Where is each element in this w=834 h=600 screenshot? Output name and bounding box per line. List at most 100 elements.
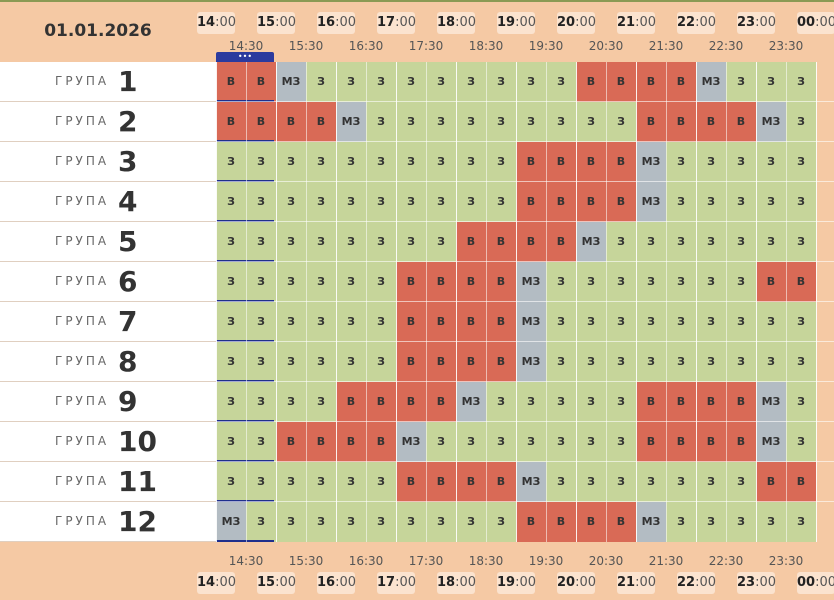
slot-cell[interactable]: З	[756, 182, 786, 222]
slot-cell[interactable]: З	[396, 142, 426, 182]
slot-cell[interactable]: З	[696, 302, 726, 342]
slot-cell[interactable]: З	[216, 462, 246, 502]
slot-cell[interactable]: З	[546, 102, 576, 142]
slot-cell[interactable]: З	[546, 62, 576, 102]
slot-cell[interactable]: З	[306, 262, 336, 302]
slot-cell[interactable]: З	[246, 502, 276, 542]
slot-cell[interactable]: З	[786, 222, 816, 262]
slot-cell[interactable]: В	[546, 222, 576, 262]
slot-cell[interactable]: З	[516, 102, 546, 142]
slot-cell[interactable]: В	[546, 502, 576, 542]
slot-cell[interactable]: МЗ	[636, 502, 666, 542]
slot-cell[interactable]: В	[576, 142, 606, 182]
slot-cell[interactable]: З	[666, 262, 696, 302]
slot-cell[interactable]: З	[246, 262, 276, 302]
slot-cell[interactable]: В	[306, 422, 336, 462]
slot-cell[interactable]: З	[666, 142, 696, 182]
slot-cell[interactable]: В	[636, 62, 666, 102]
slot-cell[interactable]: МЗ	[456, 382, 486, 422]
slot-cell[interactable]: В	[396, 342, 426, 382]
slot-cell[interactable]: З	[336, 142, 366, 182]
slot-cell[interactable]: В	[666, 102, 696, 142]
slot-cell[interactable]: З	[756, 342, 786, 382]
slot-cell[interactable]: З	[276, 262, 306, 302]
slot-cell[interactable]: В	[426, 262, 456, 302]
slot-cell[interactable]: В	[276, 102, 306, 142]
slot-cell[interactable]: В	[696, 422, 726, 462]
slot-cell[interactable]: В	[606, 502, 636, 542]
slot-cell[interactable]: З	[456, 422, 486, 462]
slot-cell[interactable]: З	[426, 422, 456, 462]
slot-cell[interactable]: З	[516, 422, 546, 462]
slot-cell[interactable]: З	[726, 342, 756, 382]
slot-cell[interactable]: З	[726, 502, 756, 542]
slot-cell[interactable]: З	[606, 222, 636, 262]
slot-cell[interactable]: З	[606, 342, 636, 382]
slot-cell[interactable]: З	[606, 422, 636, 462]
slot-cell[interactable]: З	[696, 222, 726, 262]
slot-cell[interactable]: В	[546, 142, 576, 182]
slot-cell[interactable]: З	[426, 502, 456, 542]
slot-cell[interactable]: МЗ	[516, 262, 546, 302]
slot-cell[interactable]: З	[336, 462, 366, 502]
slot-cell[interactable]: МЗ	[516, 302, 546, 342]
slot-cell[interactable]: З	[276, 342, 306, 382]
slot-cell[interactable]: З	[576, 422, 606, 462]
slot-cell[interactable]: З	[306, 342, 336, 382]
slot-cell[interactable]: В	[726, 422, 756, 462]
slot-cell[interactable]: З	[486, 142, 516, 182]
slot-cell[interactable]: З	[696, 182, 726, 222]
slot-cell[interactable]: З	[726, 302, 756, 342]
slot-cell[interactable]: МЗ	[516, 462, 546, 502]
slot-cell[interactable]: З	[276, 382, 306, 422]
slot-cell[interactable]: З	[606, 102, 636, 142]
slot-cell[interactable]: З	[426, 142, 456, 182]
slot-cell[interactable]: МЗ	[576, 222, 606, 262]
slot-cell[interactable]: З	[546, 262, 576, 302]
slot-cell[interactable]: З	[366, 502, 396, 542]
slot-cell[interactable]: З	[756, 142, 786, 182]
slot-cell[interactable]: З	[246, 382, 276, 422]
slot-cell[interactable]: З	[336, 222, 366, 262]
slot-cell[interactable]: В	[786, 262, 816, 302]
slot-cell[interactable]: З	[666, 222, 696, 262]
slot-cell[interactable]: В	[246, 102, 276, 142]
slot-cell[interactable]: З	[336, 502, 366, 542]
slot-cell[interactable]: В	[246, 62, 276, 102]
slot-cell[interactable]: З	[276, 142, 306, 182]
slot-cell[interactable]: В	[726, 382, 756, 422]
slot-cell[interactable]: З	[576, 262, 606, 302]
slot-cell[interactable]: З	[486, 182, 516, 222]
slot-cell[interactable]: З	[276, 182, 306, 222]
slot-cell[interactable]: З	[366, 142, 396, 182]
slot-cell[interactable]: В	[666, 422, 696, 462]
slot-cell[interactable]: З	[696, 342, 726, 382]
slot-cell[interactable]: З	[216, 342, 246, 382]
slot-cell[interactable]: З	[726, 182, 756, 222]
slot-cell[interactable]: З	[546, 422, 576, 462]
slot-cell[interactable]: В	[606, 142, 636, 182]
slot-cell[interactable]: МЗ	[756, 382, 786, 422]
slot-cell[interactable]: В	[576, 62, 606, 102]
slot-cell[interactable]: З	[336, 182, 366, 222]
slot-cell[interactable]: МЗ	[636, 182, 666, 222]
slot-cell[interactable]: З	[576, 342, 606, 382]
slot-cell[interactable]: З	[726, 262, 756, 302]
slot-cell[interactable]: З	[666, 502, 696, 542]
slot-cell[interactable]: З	[246, 182, 276, 222]
slot-cell[interactable]: З	[246, 302, 276, 342]
slot-cell[interactable]: З	[216, 422, 246, 462]
slot-cell[interactable]: МЗ	[696, 62, 726, 102]
slot-cell[interactable]: З	[246, 462, 276, 502]
slot-cell[interactable]: З	[246, 342, 276, 382]
slot-cell[interactable]: В	[216, 62, 246, 102]
slot-cell[interactable]: З	[246, 422, 276, 462]
slot-cell[interactable]: З	[486, 62, 516, 102]
date-label[interactable]: 01.01.2026	[44, 21, 152, 41]
slot-cell[interactable]: З	[276, 302, 306, 342]
slot-cell[interactable]: З	[306, 222, 336, 262]
slot-cell[interactable]: З	[606, 462, 636, 502]
slot-cell[interactable]: З	[306, 382, 336, 422]
slot-cell[interactable]: З	[576, 102, 606, 142]
slot-cell[interactable]: В	[516, 502, 546, 542]
